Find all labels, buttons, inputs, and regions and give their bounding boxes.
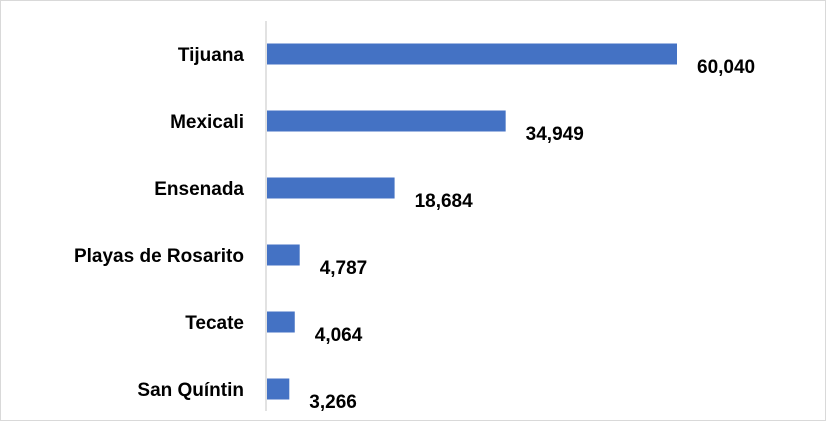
value-label: 34,949 xyxy=(526,124,584,145)
bar-mexicali xyxy=(267,110,506,132)
value-label: 18,684 xyxy=(415,191,474,212)
value-label: 3,266 xyxy=(309,392,357,413)
value-label: 4,787 xyxy=(320,258,368,279)
bar-tijuana xyxy=(267,43,677,65)
category-label: Tijuana xyxy=(178,45,245,66)
category-label: Tecate xyxy=(185,313,244,334)
category-label: Ensenada xyxy=(154,179,244,200)
bar-ensenada xyxy=(267,177,395,199)
category-labels-group: Tijuana Mexicali Ensenada Playas de Rosarit… xyxy=(74,45,244,401)
bars-group xyxy=(267,43,677,400)
bar-san-qu-ntin xyxy=(267,378,290,400)
bar-tecate xyxy=(267,311,295,333)
value-labels-group: 60,040 34,949 18,684 4,787 4,064 3,266 xyxy=(309,57,755,413)
value-label: 4,064 xyxy=(315,325,363,346)
category-label: San Quíntin xyxy=(137,380,244,401)
value-label: 60,040 xyxy=(697,57,755,78)
bar-playas-de-rosarito xyxy=(267,244,300,266)
category-label: Playas de Rosarito xyxy=(74,246,244,267)
category-label: Mexicali xyxy=(170,112,244,133)
